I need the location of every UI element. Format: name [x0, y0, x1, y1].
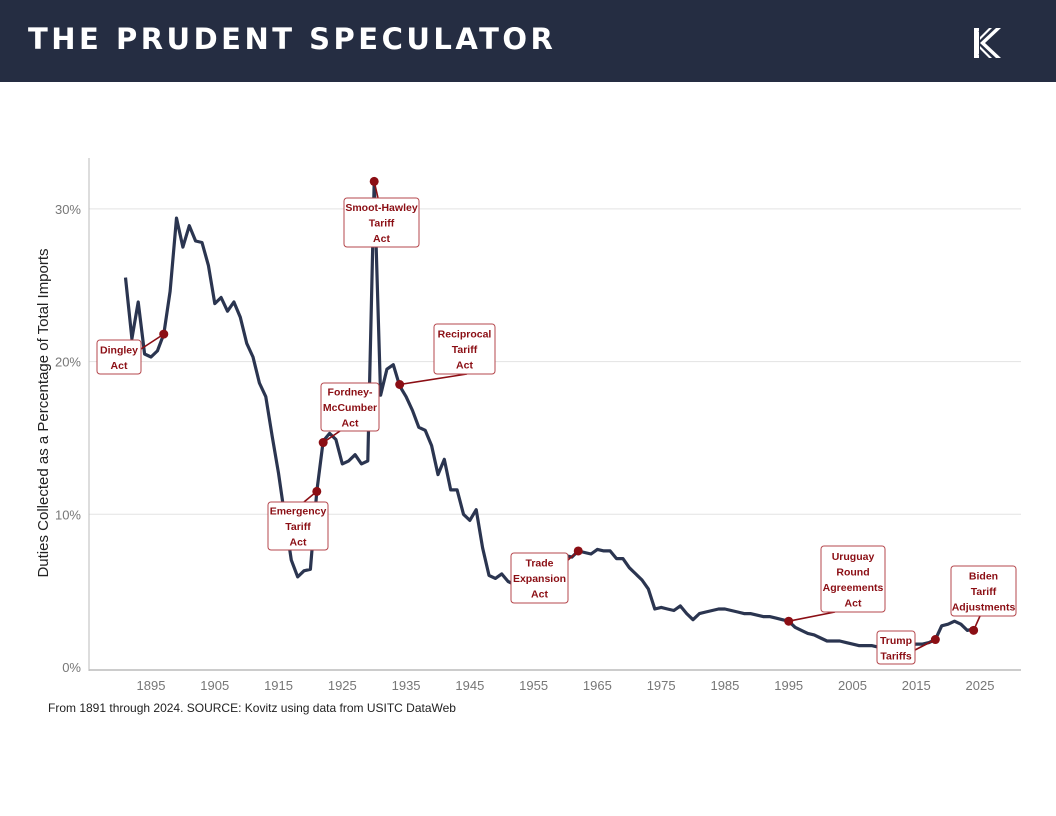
- annotation-label: Smoot-Hawley: [345, 202, 418, 214]
- annotation-box: [320, 382, 380, 432]
- annotation: Dingley Act: [96, 329, 169, 375]
- annotation-label: Agreements: [823, 582, 884, 594]
- x-tick-label: 1915: [264, 678, 293, 693]
- annotation-leader-line: [140, 333, 165, 350]
- annotation-label: Act: [342, 418, 359, 430]
- gridlines: [89, 208, 1021, 515]
- annotation-label: Dingley: [100, 344, 138, 356]
- annotation-label: Act: [290, 537, 307, 549]
- k-logo-icon: [974, 27, 1001, 59]
- annotation-dot: [969, 625, 979, 635]
- annotation-label: Act: [456, 360, 473, 372]
- annotation: Smoot-Hawley Tariff Act: [343, 176, 420, 248]
- brand-title: THE PRUDENT SPECULATOR: [28, 22, 557, 56]
- annotation-dot: [312, 486, 322, 496]
- source-note: From 1891 through 2024. SOURCE: Kovitz u…: [48, 701, 456, 715]
- x-tick-label: 1945: [455, 678, 484, 693]
- annotation-label: Tariff: [452, 344, 478, 356]
- y-tick-label: 30%: [55, 202, 81, 217]
- annotation-label: Reciprocal: [438, 329, 492, 341]
- annotation: Reciprocal Tariff Act: [395, 323, 496, 390]
- annotation: Trade Expansion Act: [510, 546, 583, 604]
- x-tick-label: 2015: [902, 678, 931, 693]
- annotation-label: Fordney-: [328, 387, 373, 399]
- x-tick-label: 1965: [583, 678, 612, 693]
- annotation-label: Act: [373, 233, 390, 245]
- annotation-label: Trade: [525, 558, 553, 570]
- annotation-dot: [784, 616, 794, 626]
- y-tick-labels: 0% 10% 20% 30%: [55, 202, 81, 675]
- annotations: Dingley Act Emergency Tariff Act Fordney- McCu…: [96, 176, 1017, 665]
- y-tick-label: 20%: [55, 355, 81, 370]
- x-tick-label: 1955: [519, 678, 548, 693]
- y-axis-label: Duties Collected as a Percentage of Tota…: [35, 248, 52, 577]
- x-tick-label: 1935: [392, 678, 421, 693]
- annotation-dot: [395, 380, 405, 390]
- x-tick-label: 2005: [838, 678, 867, 693]
- annotation-leader-line: [788, 611, 836, 622]
- annotation-dot: [318, 438, 328, 448]
- annotation-label: Biden: [969, 571, 998, 583]
- annotation-label: Expansion: [513, 573, 566, 585]
- annotation-label: Round: [836, 566, 869, 578]
- x-tick-label: 1975: [647, 678, 676, 693]
- annotation-box: [433, 323, 496, 375]
- annotation-label: McCumber: [323, 402, 377, 414]
- annotation-label: Tariff: [971, 586, 997, 598]
- annotation-label: Trump: [880, 635, 912, 647]
- annotation-dot: [573, 546, 583, 556]
- annotation-dot: [930, 635, 940, 645]
- annotation-label: Tariffs: [880, 650, 911, 662]
- annotation-label: Act: [845, 597, 862, 609]
- annotation-box: [950, 565, 1017, 617]
- annotation-box: [343, 197, 420, 248]
- annotation-dot: [369, 176, 379, 186]
- x-tick-label: 1895: [137, 678, 166, 693]
- annotation-label: Tariff: [285, 521, 311, 533]
- annotation: Emergency Tariff Act: [267, 486, 329, 551]
- annotation-box: [876, 630, 916, 665]
- y-tick-label: 0%: [62, 660, 81, 675]
- x-tick-label: 1985: [710, 678, 739, 693]
- x-tick-label: 1995: [774, 678, 803, 693]
- header-bar: THE PRUDENT SPECULATOR: [0, 0, 1056, 82]
- x-tick-labels: 1895 1905 1915 1925 1935 1945 1955 1965 1975 1985…: [137, 678, 995, 693]
- annotation-label: Uruguay: [832, 551, 875, 563]
- annotation-dot: [159, 329, 169, 339]
- annotation-label: Act: [111, 360, 128, 372]
- x-tick-label: 1925: [328, 678, 357, 693]
- annotation-label: Adjustments: [952, 602, 1016, 614]
- annotation-box: [510, 552, 569, 604]
- annotation-label: Act: [531, 589, 548, 601]
- x-tick-label: 2025: [966, 678, 995, 693]
- annotation-box: [820, 545, 886, 613]
- y-tick-label: 10%: [55, 507, 81, 522]
- annotation: Trump Tariffs: [876, 630, 940, 665]
- annotation-box: [267, 501, 329, 551]
- annotation-label: Emergency: [270, 506, 327, 518]
- annotation: Biden Tariff Adjustments: [950, 565, 1017, 635]
- annotation-leader-line: [399, 373, 468, 386]
- annotation: Fordney- McCumber Act: [318, 382, 380, 448]
- x-tick-label: 1905: [200, 678, 229, 693]
- annotation: Uruguay Round Agreements Act: [784, 545, 886, 626]
- annotation-box: [96, 339, 142, 375]
- annotation-label: Tariff: [369, 218, 395, 230]
